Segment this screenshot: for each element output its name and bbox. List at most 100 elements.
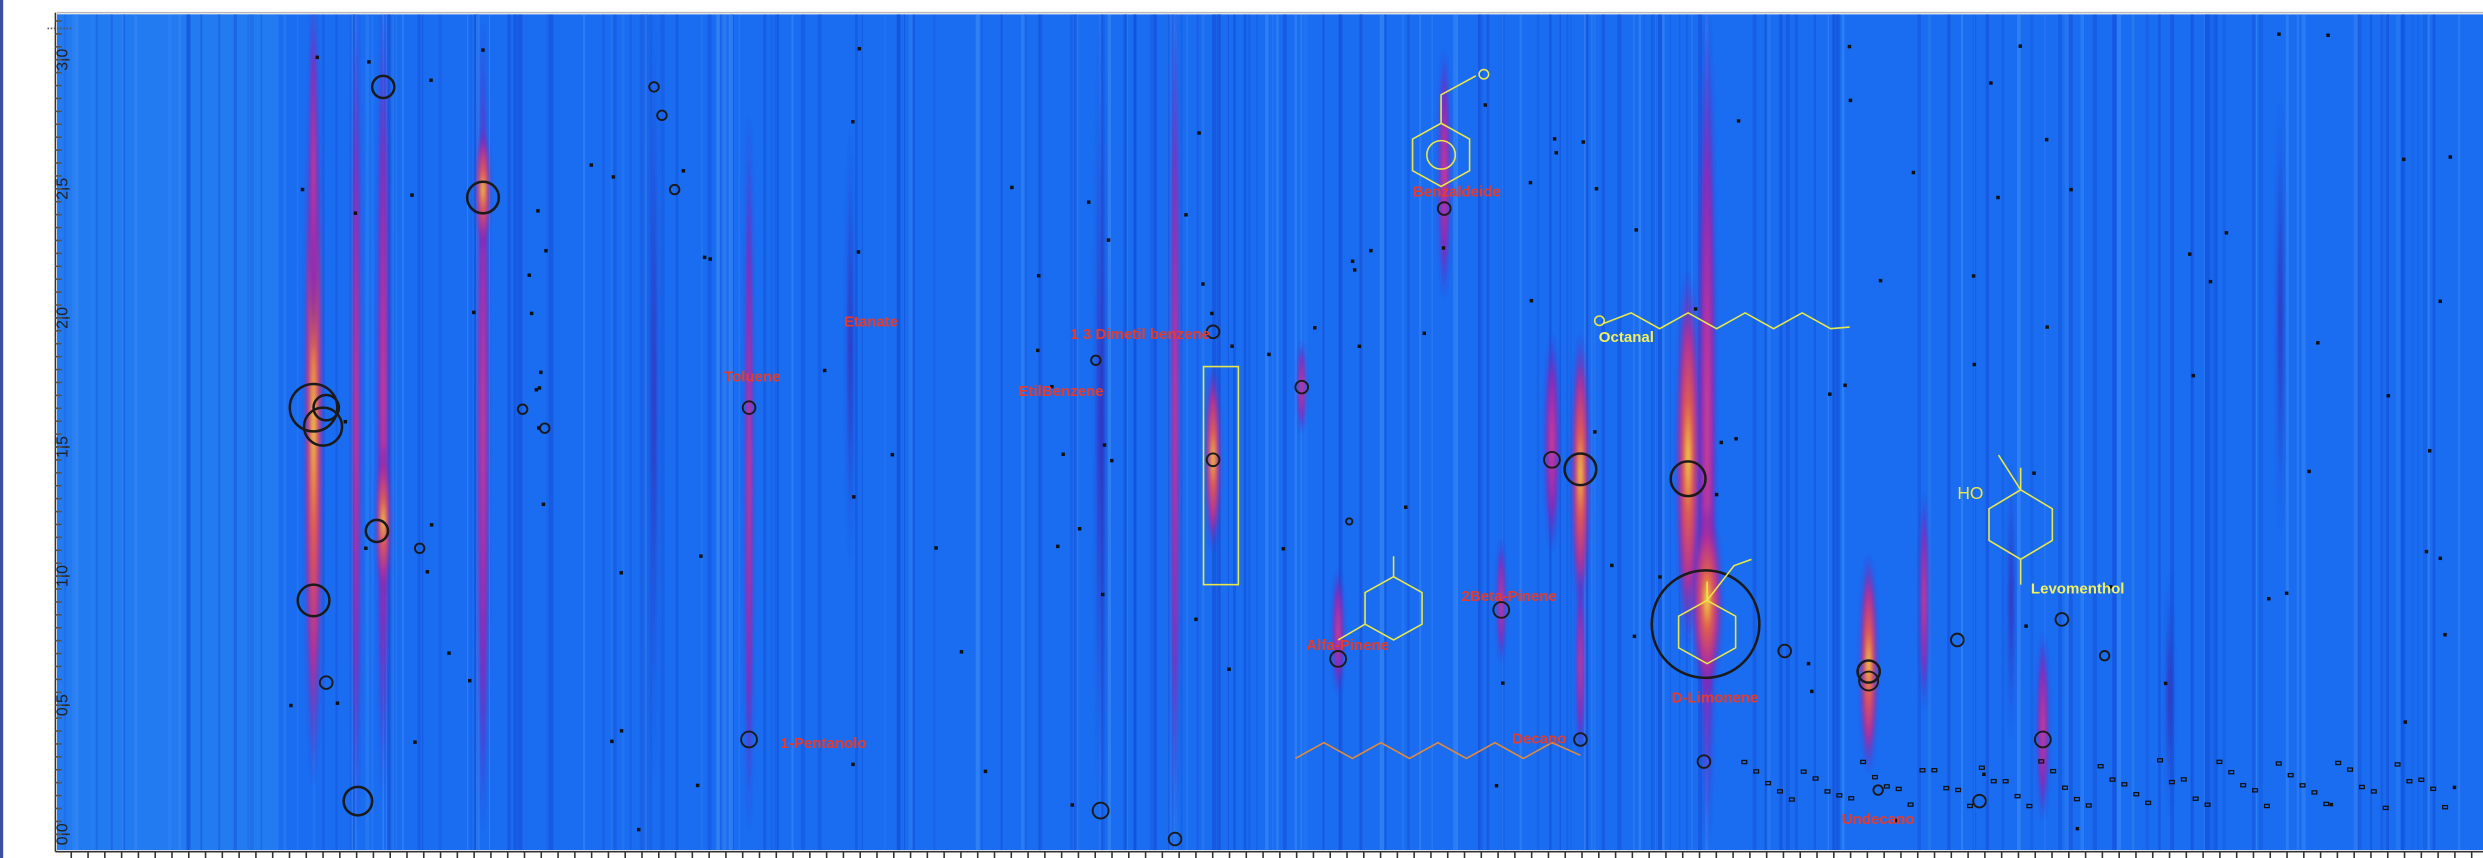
stripe [1001, 14, 1003, 850]
peak-dot [2439, 557, 2442, 560]
peak-dot [2188, 252, 2191, 255]
peak-dot [336, 701, 339, 704]
stripe [1074, 14, 1075, 850]
peak-dot [1555, 151, 1558, 154]
stripe [96, 14, 98, 850]
stripe [365, 14, 369, 850]
stripe [439, 14, 442, 850]
stripe [2117, 14, 2121, 850]
peak-dot [367, 60, 370, 63]
peak-dot [2428, 449, 2431, 452]
peak-dot [538, 386, 541, 389]
peak-dot [699, 554, 702, 557]
peak-dot [530, 312, 533, 315]
peak-dot [2425, 550, 2428, 553]
stripe [660, 14, 664, 850]
stripe [2080, 14, 2084, 850]
peak-dot [2387, 394, 2390, 397]
stripe [1918, 14, 1921, 850]
peak-dot [1530, 299, 1533, 302]
peak-dot [1103, 443, 1106, 446]
peak-dot [447, 651, 450, 654]
stripe [2370, 14, 2372, 850]
stripe [549, 14, 553, 850]
stripe [261, 14, 262, 850]
peak-dot [1996, 196, 1999, 199]
stripe [1384, 14, 1386, 850]
peak-dot [535, 388, 538, 391]
stripe [855, 14, 858, 850]
stripe [395, 14, 397, 850]
stripe [602, 14, 604, 850]
peak-dot [1056, 545, 1059, 548]
peak-dot [1633, 635, 1636, 638]
stripe [1133, 14, 1136, 850]
stripe [1021, 14, 1025, 850]
stripe [640, 14, 644, 850]
stripe [402, 14, 404, 850]
peak-dot [1010, 186, 1013, 189]
stripe [1265, 14, 1268, 850]
peak-dot [1442, 246, 1445, 249]
stripe [335, 14, 337, 850]
stripe [2017, 14, 2021, 850]
peak-streak [1332, 569, 1345, 695]
peak-dot [703, 256, 706, 259]
peak-dot [2032, 471, 2035, 474]
stripe [2358, 14, 2362, 850]
stripe [2412, 14, 2414, 850]
stripe [1786, 14, 1790, 850]
stripe [418, 14, 421, 850]
peak-streak [1576, 569, 1586, 759]
stripe [471, 14, 472, 850]
peak-dot [1553, 137, 1556, 140]
stripe [200, 14, 202, 850]
stripe [1767, 14, 1771, 850]
peak-streak [1544, 332, 1560, 553]
stripe [1339, 14, 1343, 850]
stripe [134, 14, 137, 850]
peak-dot [413, 740, 416, 743]
stripe [2354, 14, 2356, 850]
peak-dot [1184, 213, 1187, 216]
peak-dot [610, 740, 613, 743]
stripe [1662, 14, 1665, 850]
stripe [933, 14, 935, 850]
stripe [1234, 14, 1236, 850]
peak-dot [1807, 662, 1810, 665]
peak-dot [1484, 103, 1487, 106]
peak-dot [536, 209, 539, 212]
stripe [1248, 14, 1251, 850]
stripe [1828, 14, 1829, 850]
stripe [2423, 14, 2427, 850]
peak-dot [1989, 81, 1992, 84]
stripe [739, 14, 740, 850]
compound-label: Toluene [724, 369, 781, 386]
stripe [1928, 14, 1932, 850]
stripe [763, 14, 766, 850]
peak-dot [696, 784, 699, 787]
stripe [909, 14, 913, 850]
stripe [1961, 14, 1963, 850]
peak-dot [1078, 527, 1081, 530]
stripe [1487, 14, 1489, 850]
stripe [2115, 14, 2116, 850]
stripe [2209, 14, 2211, 850]
peak-dot [1110, 459, 1113, 462]
peak-dot [2069, 188, 2072, 191]
stripe [2212, 14, 2215, 850]
peak-dot [1582, 140, 1585, 143]
peak-dot [1734, 437, 1737, 440]
stripe [818, 14, 822, 850]
stripe [981, 14, 982, 850]
stripe [707, 14, 711, 850]
stripe [247, 14, 248, 850]
stripe [392, 14, 394, 850]
peak-dot [301, 188, 304, 191]
peak-dot [1972, 274, 1975, 277]
peak-dot [934, 546, 937, 549]
peak-dot [1101, 593, 1104, 596]
peak-streak [2276, 95, 2286, 537]
stripe [218, 14, 220, 850]
peak-dot [2024, 624, 2027, 627]
